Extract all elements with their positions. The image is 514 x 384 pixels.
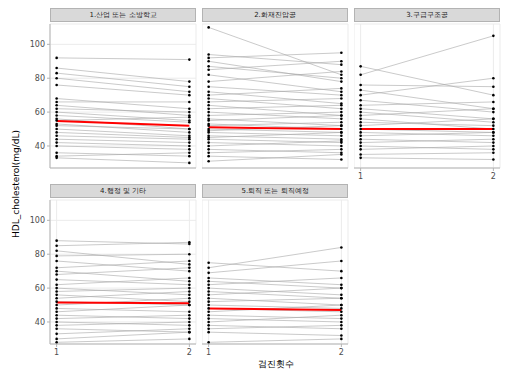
html-text:HDL_cholesterol(mg/dL): HDL_cholesterol(mg/dL) <box>11 130 21 238</box>
svg-text:2: 2 <box>339 348 344 357</box>
svg-text:40: 40 <box>35 142 45 151</box>
html-text:검진횟수: 검진횟수 <box>258 359 294 369</box>
svg-text:1: 1 <box>206 348 211 357</box>
svg-text:2: 2 <box>187 348 192 357</box>
svg-text:80: 80 <box>35 250 45 259</box>
html-text:1.산업 또는 소방학교: 1.산업 또는 소방학교 <box>89 11 157 19</box>
svg-text:1: 1 <box>358 172 363 181</box>
html-text:5.퇴직 또는 퇴직예정: 5.퇴직 또는 퇴직예정 <box>241 187 309 195</box>
html-text:3.구급구조공: 3.구급구조공 <box>406 11 448 19</box>
svg-text:60: 60 <box>35 284 45 293</box>
svg-text:80: 80 <box>35 74 45 83</box>
svg-text:100: 100 <box>30 216 45 225</box>
html-text:4.행정 및 기타: 4.행정 및 기타 <box>99 187 147 195</box>
svg-text:40: 40 <box>35 318 45 327</box>
html-text:2.화재진압공: 2.화재진압공 <box>254 11 296 19</box>
svg-text:1: 1 <box>54 348 59 357</box>
svg-text:2: 2 <box>491 172 496 181</box>
svg-text:100: 100 <box>30 40 45 49</box>
svg-text:60: 60 <box>35 108 45 117</box>
